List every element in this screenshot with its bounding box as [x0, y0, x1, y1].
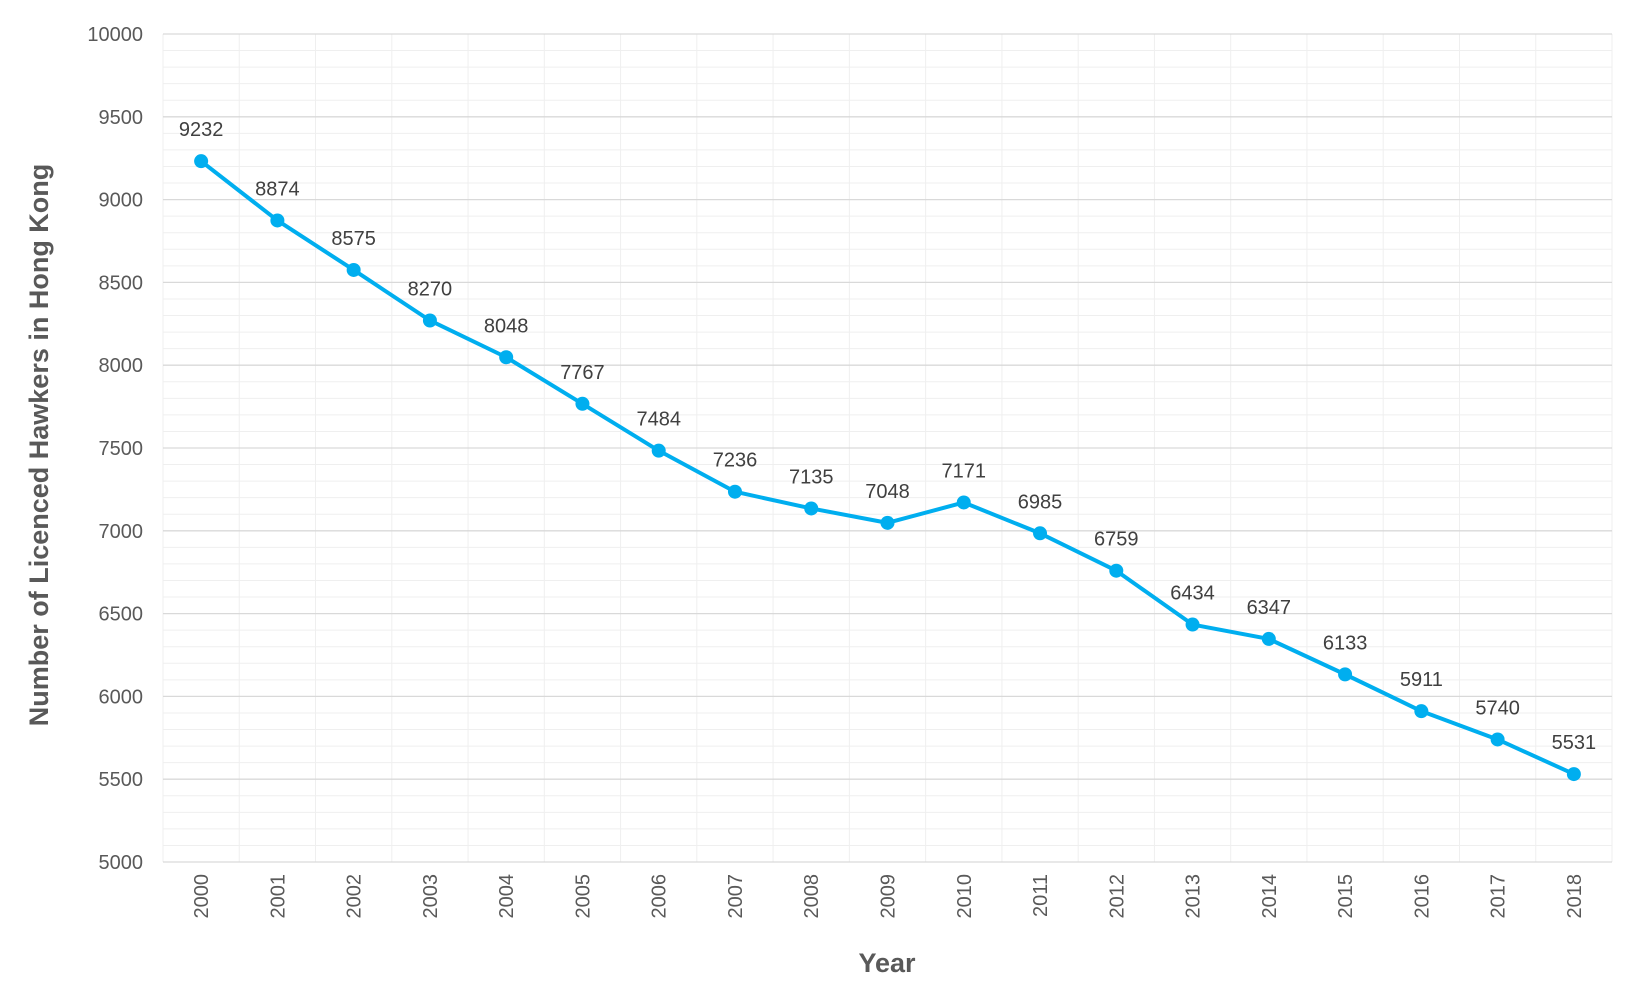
x-tick-label: 2006 — [649, 874, 671, 919]
data-label: 8874 — [255, 178, 300, 200]
data-point — [575, 396, 590, 411]
data-label: 6985 — [1018, 491, 1063, 513]
series-line — [199, 159, 1576, 777]
data-label: 6759 — [1094, 529, 1139, 551]
x-tick-label: 2002 — [344, 874, 366, 919]
y-tick-label: 10000 — [87, 24, 143, 46]
y-tick-label: 8000 — [99, 355, 144, 377]
y-tick-label: 7500 — [99, 438, 144, 460]
data-point — [499, 350, 514, 365]
data-label: 8048 — [484, 315, 529, 337]
x-tick-label: 2014 — [1259, 874, 1281, 919]
minor-gridlines — [162, 34, 1613, 862]
data-point — [194, 154, 209, 169]
x-tick-label: 2010 — [954, 874, 976, 919]
x-tick-label: 2003 — [420, 874, 442, 919]
data-point — [422, 313, 437, 328]
data-point — [1033, 526, 1048, 541]
data-point — [1490, 732, 1505, 747]
y-axis-title: Number of Licenced Hawkers in Hong Kong — [24, 164, 54, 727]
data-label: 7048 — [865, 481, 910, 503]
x-tick-label: 2004 — [496, 874, 518, 919]
y-tick-label: 9500 — [99, 107, 144, 129]
x-tick-label: 2008 — [801, 874, 823, 919]
data-point — [1338, 667, 1353, 682]
data-label: 7135 — [789, 466, 834, 488]
y-tick-label: 5500 — [99, 769, 144, 791]
x-tick-label: 2015 — [1335, 874, 1357, 919]
x-axis-tick-labels: 2000 2001 2002 2003 2004 2005 2006 2007 2008 2009… — [191, 874, 1586, 919]
data-label: 6434 — [1170, 583, 1215, 605]
data-label: 7171 — [942, 460, 987, 482]
x-axis-title: Year — [858, 948, 916, 978]
data-label: 5531 — [1552, 732, 1597, 754]
data-point — [1185, 617, 1200, 632]
y-axis-tick-labels: 5000 5500 6000 6500 7000 7500 8000 8500 9000 9500… — [87, 24, 143, 874]
data-point — [651, 443, 666, 458]
data-point — [346, 262, 361, 277]
data-label: 7767 — [560, 362, 605, 384]
series-line-group — [199, 159, 1576, 777]
data-point — [1566, 767, 1581, 782]
x-tick-label: 2007 — [725, 874, 747, 919]
x-tick-label: 2017 — [1488, 874, 1510, 919]
y-tick-label: 8500 — [99, 272, 144, 294]
x-tick-label: 2009 — [878, 874, 900, 919]
y-tick-label: 7000 — [99, 521, 144, 543]
data-label: 6347 — [1247, 597, 1292, 619]
y-tick-label: 9000 — [99, 190, 144, 212]
data-label: 7484 — [636, 409, 681, 431]
data-label: 5740 — [1475, 697, 1520, 719]
y-tick-label: 6000 — [99, 686, 144, 708]
data-point — [880, 515, 895, 530]
y-tick-label: 6500 — [99, 604, 144, 626]
data-label: 5911 — [1400, 669, 1443, 691]
x-tick-label: 2016 — [1411, 874, 1433, 919]
data-label: 7236 — [713, 450, 758, 472]
x-tick-label: 2018 — [1564, 874, 1586, 919]
data-point — [727, 484, 742, 499]
y-tick-label: 5000 — [99, 852, 144, 874]
data-point — [270, 213, 285, 228]
x-tick-label: 2001 — [267, 874, 289, 919]
data-labels: 9232 8874 8575 8270 8048 7767 7484 7236 7135 7048… — [179, 119, 1596, 754]
x-tick-label: 2013 — [1183, 874, 1205, 919]
x-tick-label: 2012 — [1106, 874, 1128, 919]
data-point — [1414, 704, 1429, 719]
x-tick-label: 2005 — [572, 874, 594, 919]
data-label: 9232 — [179, 119, 224, 141]
data-point — [1109, 563, 1124, 578]
data-label: 8575 — [331, 228, 376, 250]
x-tick-label: 2000 — [191, 874, 213, 919]
data-point — [804, 501, 819, 516]
x-tick-label: 2011 — [1030, 874, 1052, 917]
major-gridlines — [163, 33, 1612, 863]
data-label: 8270 — [408, 278, 453, 300]
data-point — [956, 495, 971, 510]
data-points — [194, 154, 1581, 782]
data-point — [1261, 631, 1276, 646]
data-label: 6133 — [1323, 632, 1368, 654]
